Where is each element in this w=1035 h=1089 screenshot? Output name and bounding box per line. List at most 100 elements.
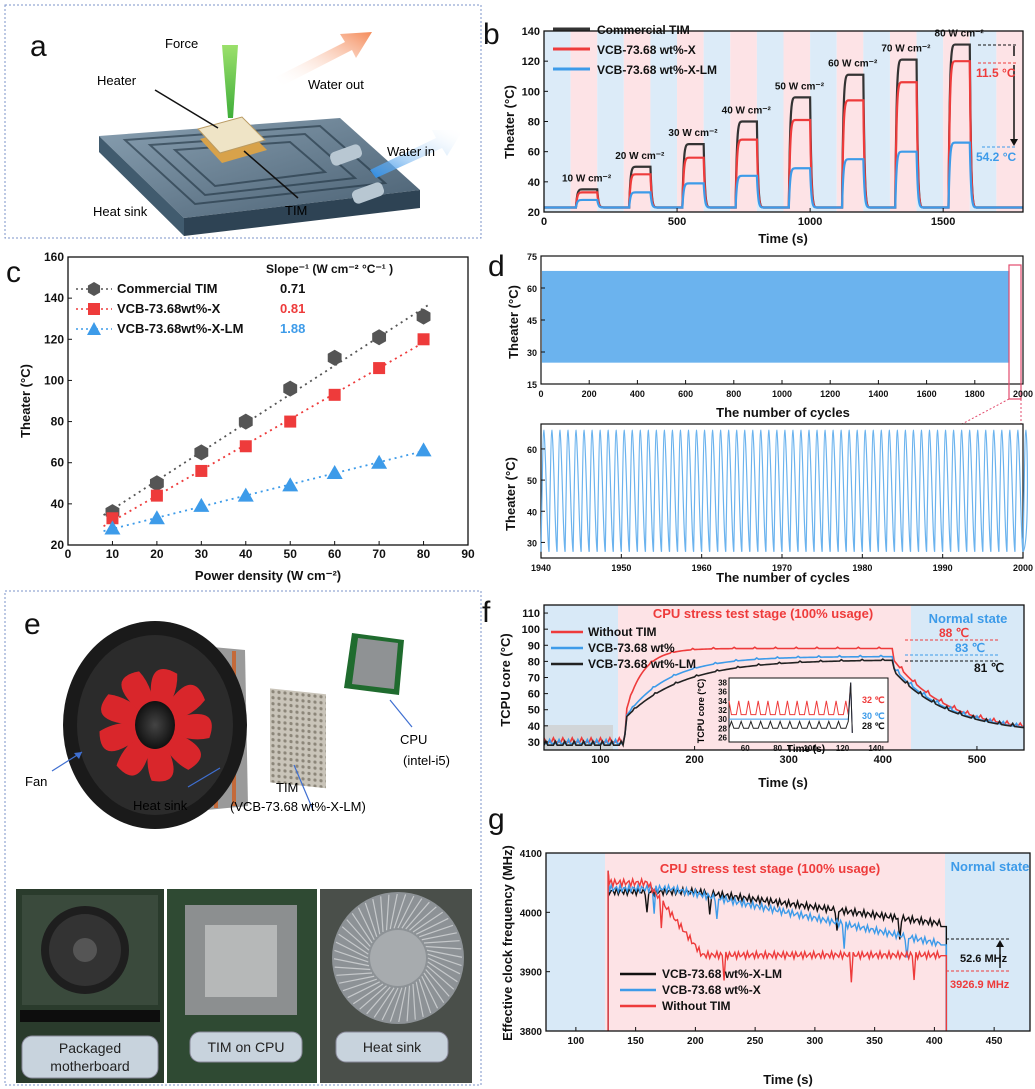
- panel-g-series-1: [607, 870, 948, 1031]
- panel-d-top-xtick-label: 1000: [772, 389, 792, 399]
- cpu-label: CPU: [400, 732, 427, 747]
- sink-fin: [405, 901, 430, 930]
- photo-label-box-1: [21, 1035, 159, 1079]
- panel-c-point: [284, 415, 297, 428]
- panel-c-point: [237, 487, 254, 502]
- panel-d-bottom-xlabel: The number of cycles: [716, 570, 850, 585]
- panel-b-xtick-label: 1500: [931, 216, 955, 228]
- panel-f: f 100 200 300 400 500 30 40 50 60 70 80 90 100 110 CP…: [482, 596, 1025, 790]
- panel-g-ytick-label: 3900: [520, 968, 543, 979]
- panel-b-band: [916, 31, 944, 212]
- panel-f-annotations: 88 ℃ 83 ℃ 81 ℃: [905, 626, 1004, 675]
- sink-fin: [412, 983, 416, 1020]
- panel-d-top-ytick-label: 75: [527, 252, 537, 262]
- force-label: Force: [165, 36, 198, 51]
- sink-fin: [389, 987, 403, 1022]
- panel-c-ytick-label: 140: [44, 291, 64, 305]
- panel-g-lines: [607, 870, 948, 1031]
- panel-b-ytick-label: 80: [528, 117, 540, 129]
- panel-c-point: [238, 413, 253, 430]
- inset-ytick-label: 28: [718, 724, 727, 733]
- panel-f-series-2: [544, 658, 1024, 748]
- inset-xlabel: Time (s): [787, 744, 825, 755]
- panel-d-bottom-xtick-label: 1950: [611, 563, 631, 573]
- panel-c-legend-slope: 0.81: [280, 301, 305, 316]
- panel-c-legend-name: Commercial TIM: [117, 281, 217, 296]
- panel-c-point: [372, 329, 387, 346]
- sink-fin: [366, 986, 391, 1015]
- panel-c-xtick-label: 70: [372, 547, 386, 561]
- sink-fin: [352, 983, 384, 1005]
- panel-b-band: [783, 31, 811, 212]
- panel-c-point: [416, 308, 431, 325]
- panel-d-top-xtick-label: 1200: [820, 389, 840, 399]
- f-annot-88: 88 ℃: [939, 626, 969, 640]
- sink-fin: [415, 981, 424, 1017]
- panel-b-legend: Commercial TIM VCB-73.68 wt%-X VCB-73.68…: [553, 23, 717, 77]
- panel-c-point: [326, 465, 343, 479]
- water-out-label: Water out: [308, 77, 364, 92]
- panel-g-xtick-label: 250: [747, 1036, 764, 1047]
- sink-fin: [335, 941, 369, 959]
- panel-d-top-xtick-label: 1800: [965, 389, 985, 399]
- panel-c-fit-line: [103, 304, 429, 516]
- legend-commercial: Commercial TIM: [597, 23, 690, 37]
- sink-fin: [380, 896, 384, 933]
- panel-d-top-ytick-label: 30: [527, 348, 537, 358]
- panel-c-point: [327, 349, 342, 366]
- inset-annot-28: 28 ℃: [862, 721, 885, 731]
- inset-series-0: [728, 682, 853, 733]
- panel-c: c 0 10 20 30 40 50 60 70 80 90 20 40 60 80 100 120 140 16…: [6, 250, 475, 583]
- panel-g-letter: g: [488, 803, 505, 836]
- panel-d-bottom-xtick-label: 1960: [692, 563, 712, 573]
- photo-heat-sink: Heat sink: [320, 889, 472, 1083]
- panel-d-top-xtick-label: 600: [678, 389, 693, 399]
- power-label: 30 W cm⁻²: [668, 128, 718, 139]
- sink-fin: [415, 917, 449, 935]
- sink-fin: [418, 979, 432, 1014]
- panel-b-ytick-label: 60: [528, 147, 540, 159]
- panel-f-xtick-label: 100: [591, 754, 609, 766]
- panel-a: a Force Heater Water out Water in Heat s…: [4, 4, 482, 239]
- tim-label-e: TIM: [276, 780, 298, 795]
- panel-f-ytick-label: 70: [528, 673, 540, 685]
- g-legend-lm: VCB-73.68 wt%-X-LM: [662, 967, 782, 981]
- panel-c-point: [193, 497, 210, 512]
- panel-b-band: [650, 31, 678, 212]
- sink-fin: [381, 987, 399, 1021]
- panel-b-ticks: 0 500 1000 1500 20 40 60 80 100 120 140: [522, 26, 956, 228]
- panel-d-top-xtick-label: 800: [726, 389, 741, 399]
- sink-fin: [364, 902, 378, 937]
- panel-c-point: [106, 512, 119, 525]
- panel-c-ytick-label: 160: [44, 250, 64, 264]
- panel-f-xtick-label: 200: [685, 754, 703, 766]
- sink-fin: [412, 911, 444, 933]
- panel-c-legend-slope: 0.71: [280, 281, 305, 296]
- panel-g-xtick-label: 350: [866, 1036, 883, 1047]
- sink-fin: [347, 981, 381, 999]
- panel-g-xtick-label: 100: [568, 1036, 585, 1047]
- panel-g-pre-region: [546, 853, 605, 1031]
- panel-c-point: [283, 380, 298, 397]
- inset-ylabel: TCPU core (°C): [696, 679, 706, 744]
- panel-f-legend: Without TIM VCB-73.68 wt% VCB-73.68 wt%-…: [551, 625, 696, 671]
- sink-fin: [373, 987, 395, 1018]
- panel-g-ylabel: Effective clock frequency (MHz): [500, 845, 515, 1041]
- panel-b-ylabel: Theater (°C): [502, 85, 517, 159]
- panel-e-letter: e: [24, 608, 41, 641]
- f-legend-vcb-lm: VCB-73.68 wt%-LM: [588, 657, 696, 671]
- panel-c-point: [328, 388, 341, 401]
- sink-fin: [427, 961, 458, 983]
- panel-c-data: [103, 304, 432, 535]
- panel-b-band: [969, 31, 997, 212]
- panel-c-ylabel: Theater (°C): [18, 364, 33, 438]
- panel-d-top-xtick-label: 400: [630, 389, 645, 399]
- panel-g-xtick-label: 450: [986, 1036, 1003, 1047]
- inset-source-box: [544, 725, 613, 750]
- panel-c-point: [239, 440, 252, 453]
- panel-b-band: [544, 31, 571, 212]
- panel-c-xtick-label: 0: [65, 547, 72, 561]
- panel-d-top-ytick-label: 60: [527, 284, 537, 294]
